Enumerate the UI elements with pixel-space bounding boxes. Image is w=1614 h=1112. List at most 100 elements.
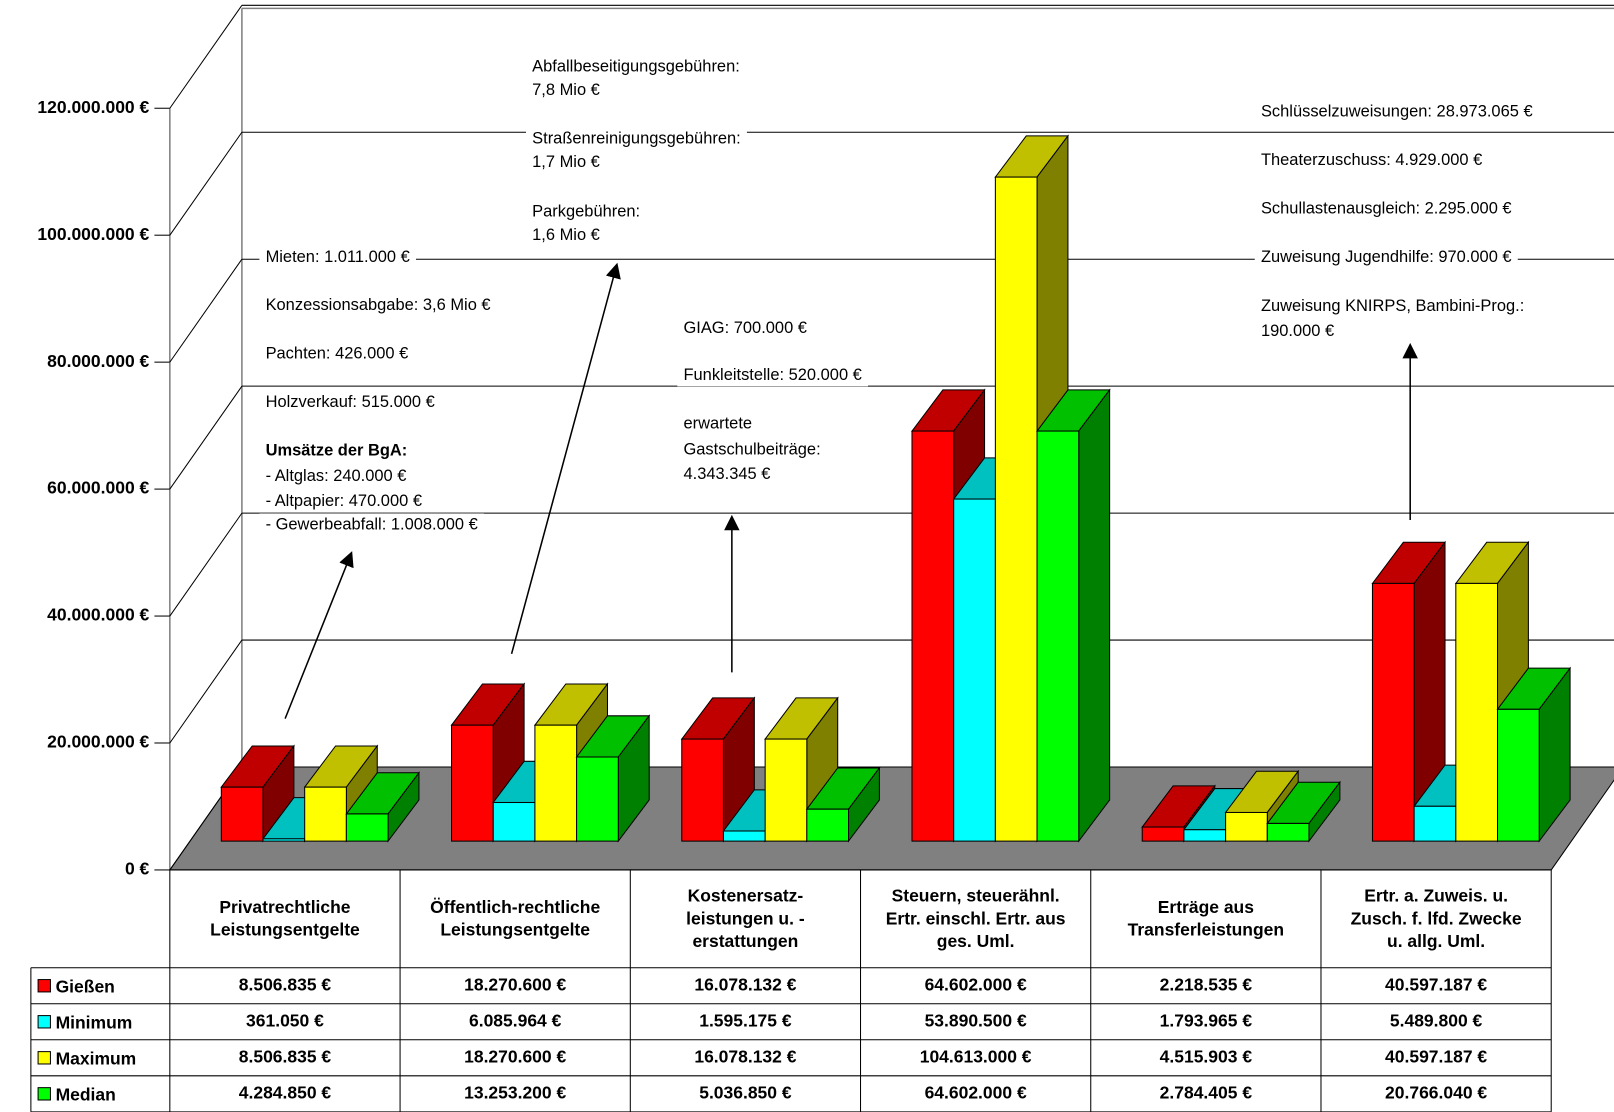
annotation: Umsätze der BgA:	[266, 441, 408, 459]
value-label: 5.036.850 €	[699, 1082, 792, 1102]
annotation: - Gewerbeabfall: 1.008.000 €	[266, 515, 478, 533]
y-tick-label: 100.000.000 €	[37, 224, 149, 244]
category-label: Ertr. a. Zuweis. u. Zusch. f. lfd. Zwecke…	[1351, 885, 1522, 950]
bar	[953, 498, 996, 842]
annotation-bg	[259, 439, 414, 462]
category-label: Erträge aus Transferleistungen	[1128, 897, 1284, 940]
annotation-bg	[525, 224, 607, 247]
annotation: Holzverkauf: 515.000 €	[266, 393, 435, 411]
annotation-bg	[259, 489, 429, 512]
annotation-bg	[259, 513, 484, 536]
annotation-bg	[525, 127, 747, 150]
annotation: erwartete	[683, 415, 752, 433]
annotation: - Altpapier: 470.000 €	[266, 492, 422, 510]
value-label: 18.270.600 €	[464, 974, 566, 994]
legend-swatch	[37, 1051, 51, 1065]
bar	[262, 838, 306, 842]
annotation: Straßenreinigungsgebühren:	[532, 129, 741, 147]
legend-label: Maximum	[56, 1048, 137, 1068]
value-label: 16.078.132 €	[694, 974, 796, 994]
bar	[1413, 805, 1457, 842]
annotation: Konzessionsabgabe: 3,6 Mio €	[266, 296, 491, 314]
wall-line	[169, 258, 243, 363]
annotations: Mieten: 1.011.000 € Konzessionsabgabe: 3,…	[259, 55, 1539, 536]
annotation: Funkleitstelle: 520.000 €	[683, 366, 861, 384]
annotation: Pachten: 426.000 €	[266, 345, 409, 363]
annotation: 4.343.345 €	[683, 465, 770, 483]
value-label: 40.597.187 €	[1385, 974, 1487, 994]
annotation: 190.000 €	[1261, 322, 1334, 340]
value-label: 1.595.175 €	[699, 1010, 792, 1030]
annotation-bg	[1254, 295, 1531, 318]
annotation-bg	[525, 200, 647, 223]
annotation-bg	[677, 438, 827, 461]
annotation-bg	[525, 55, 746, 78]
bar	[806, 808, 850, 842]
bar-side	[1078, 388, 1111, 843]
annotation-bg	[259, 342, 415, 365]
annotation-bg	[1254, 319, 1341, 343]
bars	[220, 134, 1572, 843]
category-label: Steuern, steuerähnl. Ertr. einschl. Ertr.…	[886, 885, 1066, 950]
value-label: 13.253.200 €	[464, 1082, 566, 1102]
value-label: 2.784.405 €	[1160, 1082, 1253, 1102]
annotation: Abfallbeseitigungsgebühren:	[532, 57, 740, 75]
annotation: Schlüsselzuweisungen: 28.973.065 €	[1261, 103, 1533, 121]
value-label: 1.793.965 €	[1160, 1010, 1253, 1030]
legend-swatch	[37, 1015, 51, 1029]
annotation: Theaterzuschuss: 4.929.000 €	[1261, 151, 1482, 169]
y-tick-label: 20.000.000 €	[47, 732, 149, 752]
annotation: Gastschulbeiträge:	[683, 440, 820, 458]
annotation: Mieten: 1.011.000 €	[266, 248, 410, 266]
y-tick-label: 80.000.000 €	[47, 351, 149, 371]
legend-label: Median	[56, 1085, 116, 1105]
annotation: Parkgebühren:	[532, 203, 640, 221]
wall-line	[169, 5, 243, 109]
annotation-bg	[677, 364, 869, 387]
value-label: 8.506.835 €	[239, 1046, 332, 1066]
annotation-bg	[677, 412, 759, 435]
value-label: 4.284.850 €	[239, 1082, 332, 1102]
bar	[1225, 811, 1268, 842]
value-label: 20.766.040 €	[1385, 1082, 1487, 1102]
annotation: 1,6 Mio €	[532, 226, 600, 244]
annotation-bg	[1254, 100, 1539, 123]
bar	[220, 786, 264, 842]
bar	[1141, 826, 1185, 842]
annotation: Zuweisung KNIRPS, Bambini-Prog.:	[1261, 297, 1524, 315]
legend-label: Minimum	[56, 1012, 133, 1032]
annotation: GIAG: 700.000 €	[683, 319, 806, 337]
annotation-bg	[677, 316, 814, 339]
bar	[492, 801, 536, 842]
y-tick-label: 40.000.000 €	[47, 605, 149, 625]
bar	[1496, 708, 1540, 842]
bar	[345, 813, 389, 842]
value-label: 18.270.600 €	[464, 1046, 566, 1066]
value-label: 2.218.535 €	[1160, 974, 1253, 994]
value-label: 8.506.835 €	[239, 974, 332, 994]
bar	[1036, 430, 1080, 842]
legend-swatch	[37, 1087, 51, 1101]
value-label: 64.602.000 €	[925, 974, 1027, 994]
value-label: 53.890.500 €	[925, 1010, 1027, 1030]
value-label: 6.085.964 €	[469, 1010, 562, 1030]
bar	[722, 830, 766, 842]
legend-swatch	[37, 979, 51, 993]
bar	[576, 756, 619, 842]
legend-label: Gießen	[56, 976, 115, 996]
bar	[1183, 829, 1227, 842]
bar	[911, 430, 955, 842]
bar	[304, 786, 347, 842]
bar	[1455, 582, 1499, 842]
category-label: Privatrechtliche Leistungsentgelte	[210, 897, 360, 940]
y-tick-label: 120.000.000 €	[37, 97, 149, 117]
annotation-bg	[259, 390, 441, 414]
value-label: 104.613.000 €	[920, 1046, 1032, 1066]
wall-line	[169, 385, 243, 490]
value-label: 361.050 €	[246, 1010, 324, 1030]
wall-line	[169, 512, 243, 617]
bar	[534, 724, 578, 842]
wall-line	[169, 639, 243, 744]
